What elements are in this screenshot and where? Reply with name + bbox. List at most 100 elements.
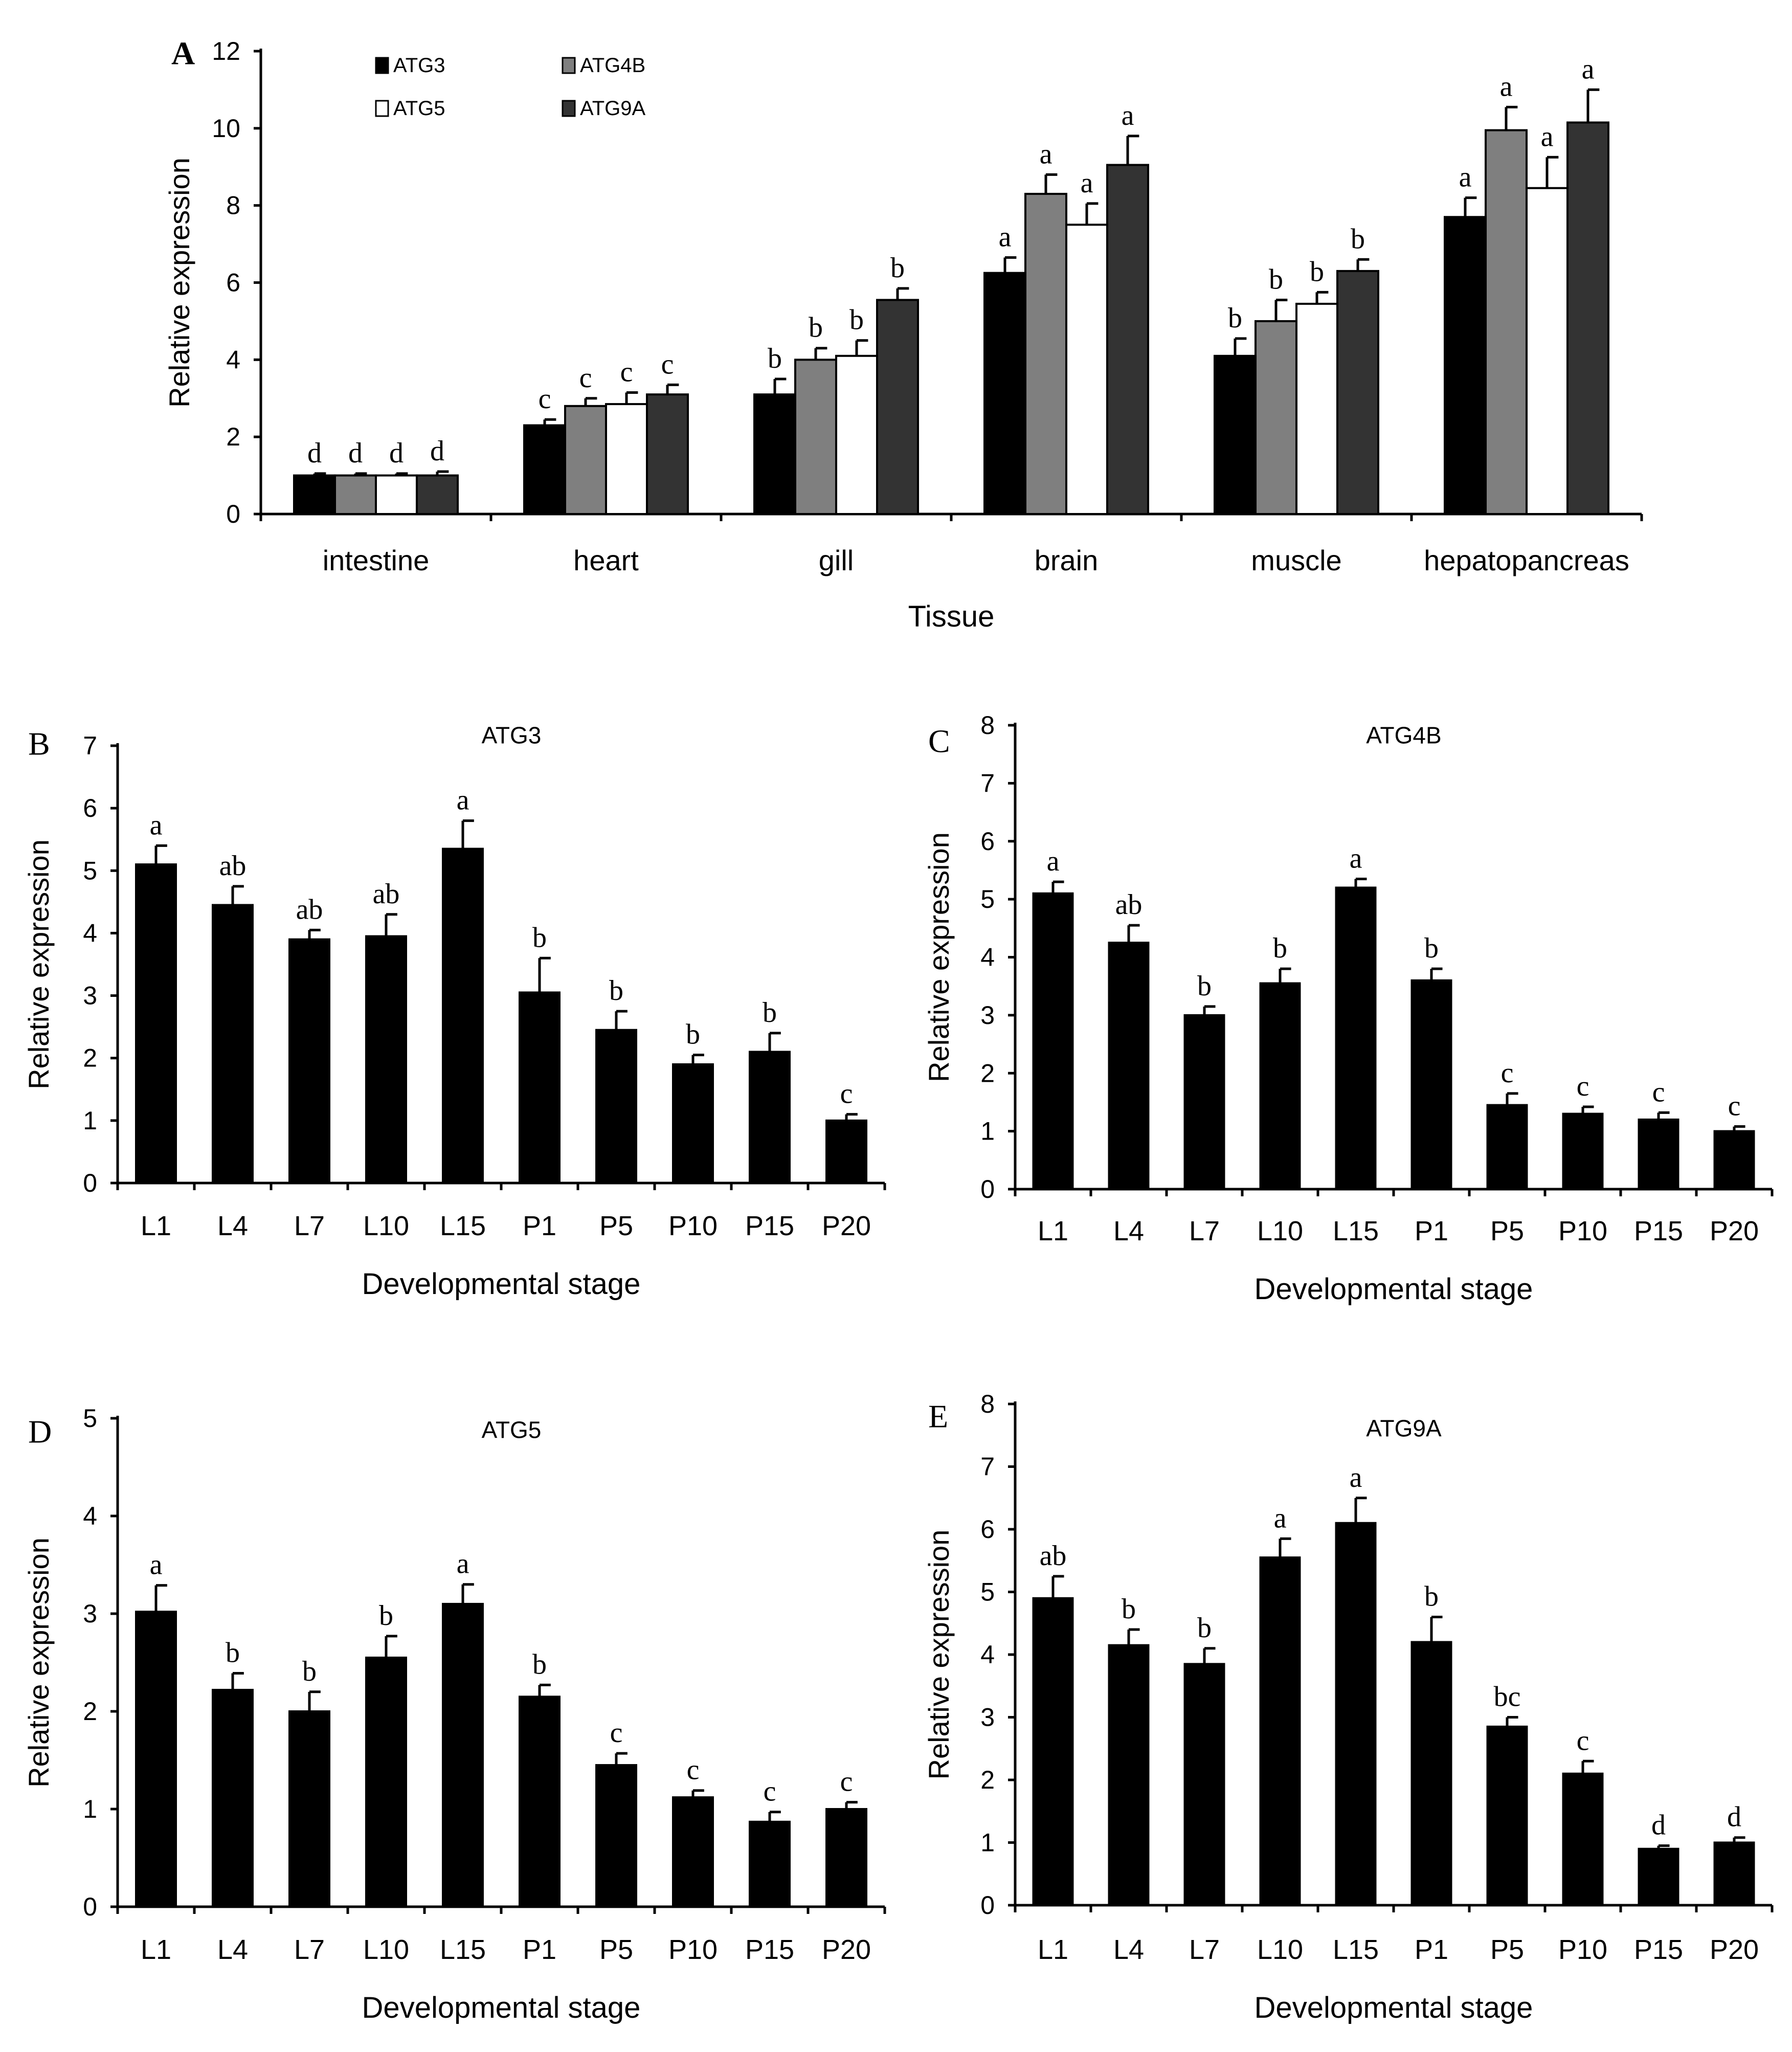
chart-title: ATG3 <box>482 722 542 749</box>
bar <box>749 1051 791 1184</box>
bar <box>1108 942 1150 1190</box>
y-tick-label: 7 <box>980 1453 995 1481</box>
significance-letter: a <box>1274 1502 1287 1534</box>
significance-letter: b <box>609 975 623 1007</box>
x-axis-title: Tissue <box>908 600 995 633</box>
panel-letter: B <box>28 726 50 762</box>
significance-letter: b <box>532 922 547 953</box>
significance-letter: a <box>1350 842 1362 874</box>
significance-letter: c <box>764 1776 776 1808</box>
bar <box>442 1602 484 1908</box>
significance-letter: c <box>687 1754 700 1786</box>
significance-letter: d <box>1651 1810 1666 1841</box>
significance-letter: b <box>1310 256 1324 287</box>
x-tick-label: L4 <box>1113 1934 1144 1965</box>
y-tick-label: 4 <box>83 919 97 947</box>
legend-label: ATG4B <box>580 54 645 77</box>
significance-letter: b <box>1351 223 1365 255</box>
y-tick-label: 5 <box>980 1578 995 1607</box>
bar <box>135 1611 177 1908</box>
y-axis-title: Relative expression <box>163 158 195 408</box>
bar <box>825 1808 867 1908</box>
x-tick-label: L10 <box>363 1211 409 1241</box>
chart-panel-e-atg9a: E ATG9A 0 1 2 3 4 5 6 7 8 L1 L4 L7 L10 L15 P1 P5 P10 P15 P20… <box>923 1390 1774 2024</box>
x-tick-label: P15 <box>1634 1216 1683 1246</box>
significance-letter: ab <box>219 850 247 882</box>
panel-letter: C <box>928 723 950 760</box>
bar <box>1106 164 1149 515</box>
y-tick-label: 4 <box>226 345 240 374</box>
significance-letter: c <box>579 362 592 394</box>
y-tick-label: 6 <box>226 269 240 297</box>
x-tick-label: P10 <box>1558 1216 1607 1246</box>
y-tick-label: 0 <box>226 500 240 528</box>
bar <box>1562 1112 1604 1191</box>
y-axis-title: Relative expression <box>23 1537 55 1788</box>
legend-swatch <box>375 100 389 117</box>
significance-letter: b <box>1228 302 1242 334</box>
significance-letter: b <box>379 1600 393 1632</box>
bar <box>365 935 407 1185</box>
x-tick-label: L7 <box>294 1211 325 1241</box>
chart-panel-d-atg5: D ATG5 0 1 2 3 4 5 L1 L4 L7 L10 L15 P1 P5 P10 P15 P20 Deve… <box>23 1404 886 2024</box>
x-tick-label: P5 <box>1490 1934 1524 1965</box>
y-tick-label: 3 <box>980 1703 995 1732</box>
y-tick-label: 12 <box>212 37 240 65</box>
y-tick-label: 1 <box>83 1795 97 1823</box>
bar <box>288 938 330 1184</box>
y-tick-label: 10 <box>212 114 240 143</box>
x-tick-label: L15 <box>440 1934 486 1965</box>
legend-swatch <box>562 57 576 74</box>
x-tick-label: muscle <box>1251 544 1341 576</box>
significance-letter: a <box>1500 71 1513 102</box>
bar <box>1638 1847 1679 1906</box>
x-tick-label: L10 <box>1257 1934 1303 1965</box>
y-tick-label: 0 <box>980 1175 995 1203</box>
significance-letter: b <box>686 1019 700 1051</box>
x-axis-title: Developmental stage <box>1255 1273 1533 1306</box>
significance-letter: a <box>150 809 163 841</box>
x-tick-label: P5 <box>599 1934 633 1965</box>
y-tick-label: 1 <box>83 1106 97 1135</box>
significance-letter: b <box>1273 932 1287 964</box>
significance-letter: b <box>849 304 864 336</box>
bar <box>288 1710 330 1908</box>
significance-letter: bc <box>1494 1681 1521 1713</box>
significance-letter: a <box>1350 1462 1362 1493</box>
bar <box>442 847 484 1185</box>
bar <box>416 474 459 515</box>
y-tick-label: 6 <box>980 1515 995 1544</box>
chart-title: ATG9A <box>1366 1415 1442 1442</box>
y-tick-label: 7 <box>83 731 97 760</box>
significance-letter: b <box>1122 1593 1136 1625</box>
significance-letter: b <box>1197 970 1212 1002</box>
x-tick-label: P5 <box>1490 1216 1524 1246</box>
significance-letter: b <box>890 252 905 284</box>
bar <box>1486 1104 1528 1190</box>
significance-letter: a <box>457 1548 469 1580</box>
y-tick-label: 4 <box>980 943 995 972</box>
bar <box>1713 1130 1755 1190</box>
significance-letter: a <box>457 785 469 816</box>
x-tick-label: L15 <box>1333 1934 1379 1965</box>
bar <box>1444 216 1487 515</box>
chart-title: ATG4B <box>1366 722 1441 749</box>
bar <box>1259 1556 1301 1906</box>
bar <box>1335 886 1377 1190</box>
x-axis-title: Developmental stage <box>362 1267 641 1301</box>
bar <box>1183 1663 1225 1906</box>
y-tick-label: 8 <box>226 191 240 220</box>
chart-panel-b-atg3: B ATG3 0 1 2 3 4 5 6 7 L1 L4 L7 L10 L15 P1 P5 P10 P15 P20 De… <box>23 722 886 1301</box>
bar <box>365 1656 407 1908</box>
x-tick-label: L10 <box>363 1934 409 1965</box>
x-tick-label: gill <box>819 544 854 576</box>
y-axis-title: Relative expression <box>923 1530 955 1780</box>
significance-letter: c <box>840 1766 853 1798</box>
x-tick-label: P10 <box>668 1934 718 1965</box>
bar <box>1336 270 1379 515</box>
bar <box>825 1119 867 1185</box>
panel-letter: E <box>928 1398 948 1435</box>
chart-title: ATG5 <box>482 1417 542 1443</box>
bar <box>1713 1841 1755 1906</box>
